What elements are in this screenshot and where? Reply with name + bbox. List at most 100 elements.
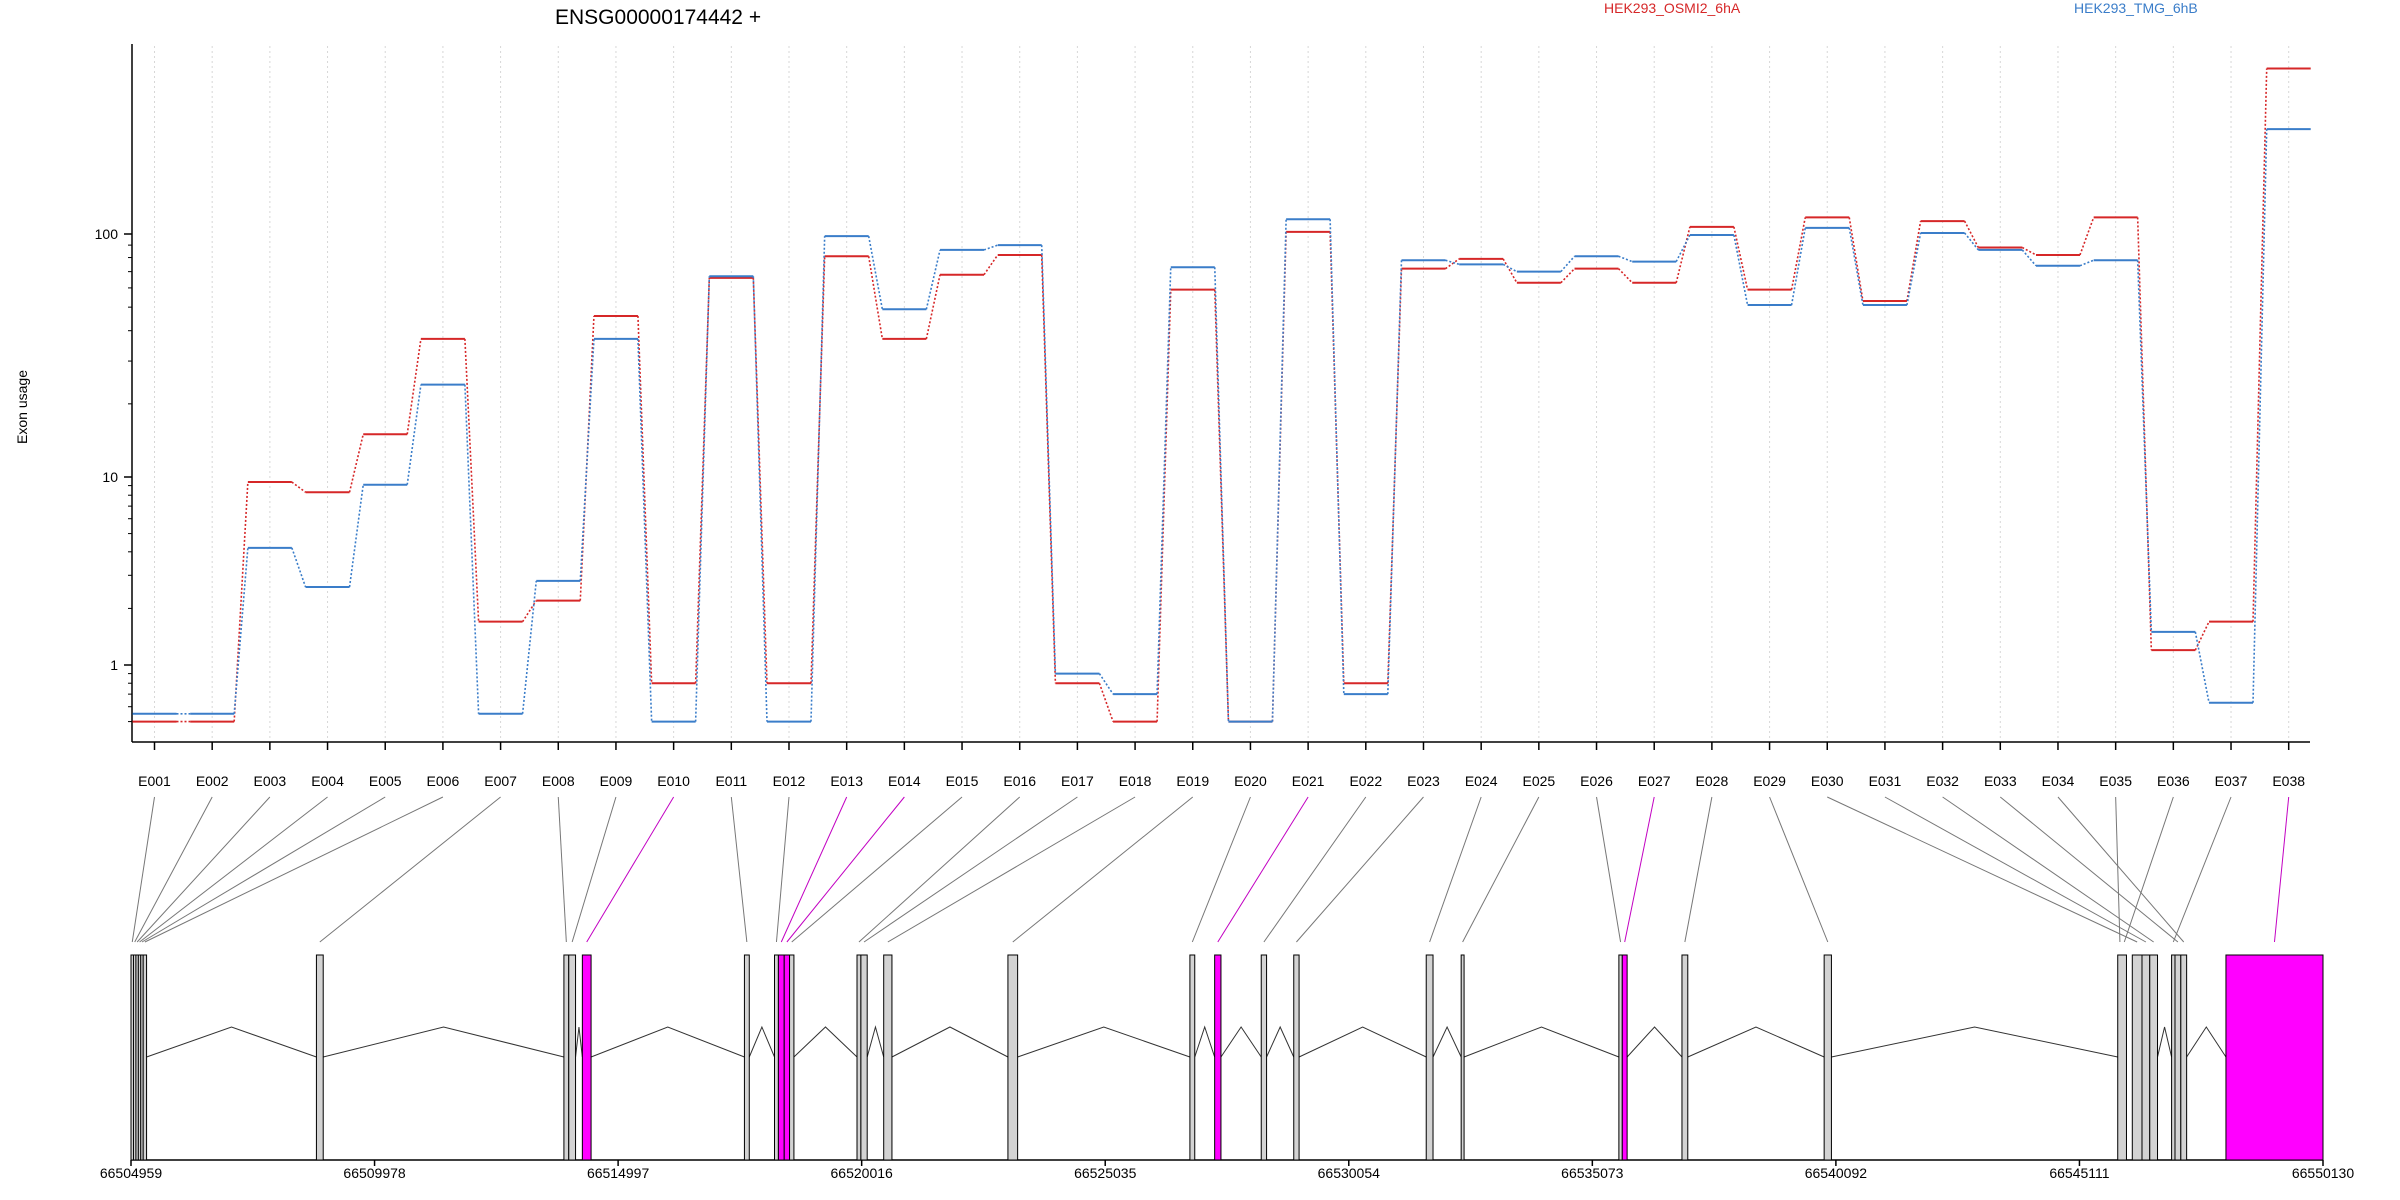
intron-line bbox=[323, 1026, 565, 1058]
chart-title: ENSG00000174442 + bbox=[555, 6, 761, 29]
genomic-tick-label: 66550130 bbox=[2292, 1165, 2355, 1181]
exon-box-e027 bbox=[1621, 954, 1628, 1161]
x-tick-label-e016: E016 bbox=[1003, 773, 1036, 789]
exon-box-e018 bbox=[883, 954, 893, 1161]
intron-line bbox=[2157, 1026, 2173, 1058]
connector-e020 bbox=[1191, 796, 1251, 943]
x-tick-label-e007: E007 bbox=[484, 773, 517, 789]
x-tick-label-e035: E035 bbox=[2099, 773, 2132, 789]
connector-e004 bbox=[139, 796, 328, 943]
genomic-tick-label: 66525035 bbox=[1074, 1165, 1137, 1181]
series-0-transition bbox=[1906, 220, 1922, 302]
exon-box-e019 bbox=[1007, 954, 1019, 1161]
exon-box-e015 bbox=[789, 954, 795, 1161]
series-1-transition bbox=[983, 244, 998, 251]
genomic-tick-label: 66545111 bbox=[2049, 1165, 2109, 1181]
genomic-tick-label: 66530054 bbox=[1318, 1165, 1381, 1181]
connector-e015 bbox=[791, 796, 963, 943]
connector-e026 bbox=[1596, 796, 1622, 943]
genomic-tick-label: 66535073 bbox=[1561, 1165, 1624, 1181]
series-1-transition bbox=[867, 235, 884, 310]
genomic-tick-label: 66514997 bbox=[587, 1165, 650, 1181]
exon-box-e023 bbox=[1293, 954, 1300, 1161]
series-0-transition bbox=[637, 315, 653, 684]
series-1-transition bbox=[1848, 227, 1864, 306]
series-1-transition bbox=[348, 484, 365, 588]
series-1-transition bbox=[406, 384, 422, 485]
connector-e017 bbox=[863, 796, 1078, 943]
connector-e034 bbox=[2057, 796, 2185, 943]
x-tick-label-e033: E033 bbox=[1984, 773, 2017, 789]
series-1-transition bbox=[521, 580, 538, 714]
genomic-tick-label: 66520016 bbox=[831, 1165, 894, 1181]
exon-box-e028 bbox=[1681, 954, 1689, 1161]
intron-line bbox=[1463, 1026, 1620, 1058]
exon-box-e024 bbox=[1425, 954, 1434, 1161]
legend-entry-tmg: HEK293_TMG_6hB bbox=[2074, 0, 2198, 16]
series-1-transition bbox=[1502, 263, 1518, 273]
intron-line bbox=[1687, 1026, 1825, 1058]
series-1-transition bbox=[1387, 260, 1403, 695]
connector-e019 bbox=[1012, 796, 1194, 943]
intron-line bbox=[1831, 1026, 2118, 1058]
series-1-transition bbox=[637, 338, 653, 722]
exon-box-e016 bbox=[856, 954, 862, 1161]
intron-line bbox=[866, 1025, 885, 1058]
connector-e010 bbox=[586, 796, 675, 943]
intron-line bbox=[1266, 1025, 1295, 1058]
x-tick-label-e020: E020 bbox=[1234, 773, 1267, 789]
connector-e007 bbox=[319, 796, 501, 943]
series-1-transition bbox=[233, 547, 249, 714]
exon-box-e021 bbox=[1214, 954, 1222, 1161]
series-1-transition bbox=[810, 236, 826, 722]
series-0-transition bbox=[1560, 268, 1576, 284]
series-1-transition bbox=[2079, 259, 2094, 267]
x-tick-label-e011: E011 bbox=[715, 773, 747, 789]
exon-box-e009 bbox=[568, 954, 577, 1161]
exon-box-e037 bbox=[2171, 954, 2176, 1161]
x-tick-label-e027: E027 bbox=[1638, 773, 1671, 789]
exon-box-e035-e036 bbox=[2117, 954, 2127, 1161]
series-0-transition bbox=[867, 256, 884, 340]
intron-line bbox=[590, 1026, 745, 1058]
series-0-transition bbox=[1098, 682, 1114, 722]
series-0-transition bbox=[1733, 226, 1749, 290]
exon-box-e008 bbox=[563, 954, 570, 1161]
x-tick-label-e029: E029 bbox=[1753, 773, 1786, 789]
x-tick-label-e001: E001 bbox=[138, 773, 171, 789]
connector-e028 bbox=[1684, 796, 1713, 943]
exon-box-e032 bbox=[2149, 954, 2159, 1161]
connector-e014 bbox=[786, 796, 905, 943]
exon-box-e029 bbox=[1823, 954, 1832, 1161]
x-tick-label-e037: E037 bbox=[2215, 773, 2248, 789]
x-tick-label-e018: E018 bbox=[1119, 773, 1152, 789]
series-0-transition bbox=[1502, 258, 1518, 284]
series-1-transition bbox=[1329, 219, 1345, 695]
exon-box-e030 bbox=[2131, 954, 2143, 1161]
connector-e013 bbox=[780, 796, 848, 943]
series-1-transition bbox=[1040, 245, 1057, 674]
y-tick-label-100: 100 bbox=[95, 226, 119, 242]
connector-e025 bbox=[1462, 796, 1540, 943]
y-tick-label-1: 1 bbox=[110, 657, 118, 673]
series-0-transition bbox=[348, 434, 365, 493]
connector-e003 bbox=[136, 796, 271, 943]
series-0-transition bbox=[983, 254, 999, 276]
intron-line bbox=[1432, 1025, 1462, 1058]
series-0-transition bbox=[2252, 68, 2268, 622]
series-0-transition bbox=[579, 315, 595, 601]
x-tick-label-e015: E015 bbox=[946, 773, 979, 789]
connector-e002 bbox=[134, 796, 213, 943]
connector-e006 bbox=[144, 796, 444, 943]
series-0-transition bbox=[925, 274, 941, 340]
exon-box-e007 bbox=[315, 954, 324, 1161]
intron-line bbox=[146, 1026, 317, 1058]
genomic-tick-label: 66504959 bbox=[100, 1165, 163, 1181]
x-tick-label-e032: E032 bbox=[1926, 773, 1959, 789]
exon-box-e017 bbox=[860, 954, 868, 1161]
y-axis-label: Exon usage bbox=[14, 370, 30, 444]
connector-e031 bbox=[1884, 796, 2147, 943]
x-tick-label-e003: E003 bbox=[254, 773, 287, 789]
intron-line bbox=[1220, 1026, 1262, 1058]
connector-e038 bbox=[2273, 796, 2290, 943]
